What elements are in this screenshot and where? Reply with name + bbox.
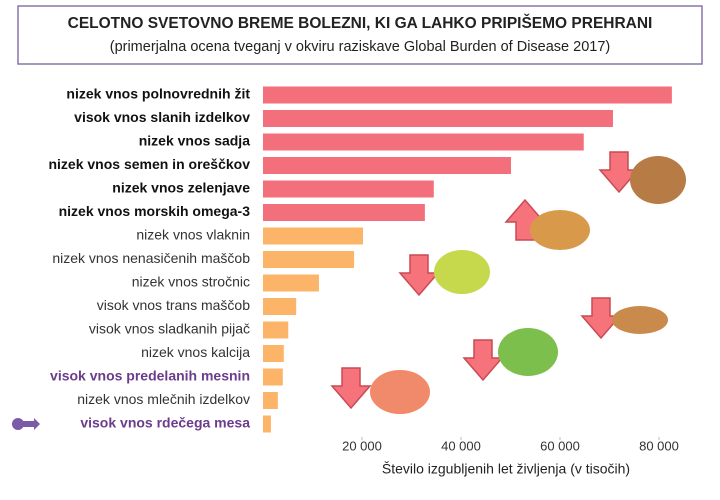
bar: [263, 251, 355, 268]
bar: [263, 180, 434, 198]
bar: [263, 133, 584, 151]
category-label: nizek vnos polnovrednih žit: [66, 86, 250, 102]
bar: [263, 392, 278, 409]
down-arrow: [580, 297, 622, 340]
down-arrow: [462, 339, 504, 382]
x-tick-label: 40 000: [441, 438, 481, 453]
down-arrow: [330, 367, 372, 410]
category-label: visok vnos sladkanih pijač: [89, 321, 250, 337]
bar: [263, 204, 425, 221]
x-tick-label: 20 000: [342, 438, 382, 453]
category-label: nizek vnos zelenjave: [112, 180, 250, 196]
bar: [263, 274, 319, 292]
x-axis-title: Število izgubljenih let življenja (v tis…: [382, 461, 630, 477]
bar: [263, 157, 511, 174]
category-label: visok vnos rdečega mesa: [80, 415, 250, 431]
x-tick-label: 60 000: [540, 438, 580, 453]
bar: [263, 227, 363, 245]
category-label: visok vnos trans maščob: [97, 297, 250, 313]
category-label: visok vnos slanih izdelkov: [74, 109, 250, 125]
bread-illustration: [630, 156, 686, 204]
bar: [263, 415, 271, 433]
bar: [263, 321, 289, 339]
category-label: nizek vnos vlaknin: [136, 227, 250, 243]
title-box: [17, 5, 703, 65]
fruit-illustration: [434, 250, 490, 294]
bar: [263, 368, 283, 386]
category-label: nizek vnos kalcija: [141, 344, 250, 360]
marker-arrow: [18, 418, 40, 430]
decorations: [12, 151, 686, 430]
category-label: nizek vnos mlečnih izdelkov: [77, 391, 250, 407]
category-label: visok vnos predelanih mesnin: [50, 368, 250, 384]
vegetables-illustration: [498, 328, 558, 376]
category-label: nizek vnos nenasičenih maščob: [52, 250, 250, 266]
down-arrow: [398, 254, 440, 297]
chart-subtitle: (primerjalna ocena tveganj v okviru razi…: [110, 39, 611, 55]
category-label: nizek vnos stročnic: [132, 274, 250, 290]
bar: [263, 110, 613, 127]
fastfood-illustration: [530, 210, 590, 250]
chart-title: CELOTNO SVETOVNO BREME BOLEZNI, KI GA LA…: [68, 14, 653, 32]
bar: [263, 345, 284, 362]
bar: [263, 298, 297, 315]
bar: [263, 86, 672, 104]
category-label: nizek vnos semen in oreščkov: [48, 156, 250, 172]
nuts-illustration: [612, 306, 668, 334]
category-label: nizek vnos morskih omega-3: [59, 203, 251, 219]
category-label: nizek vnos sadja: [139, 133, 250, 149]
fish-illustration: [370, 370, 430, 414]
down-arrow: [598, 151, 640, 194]
x-tick-label: 80 000: [639, 438, 679, 453]
